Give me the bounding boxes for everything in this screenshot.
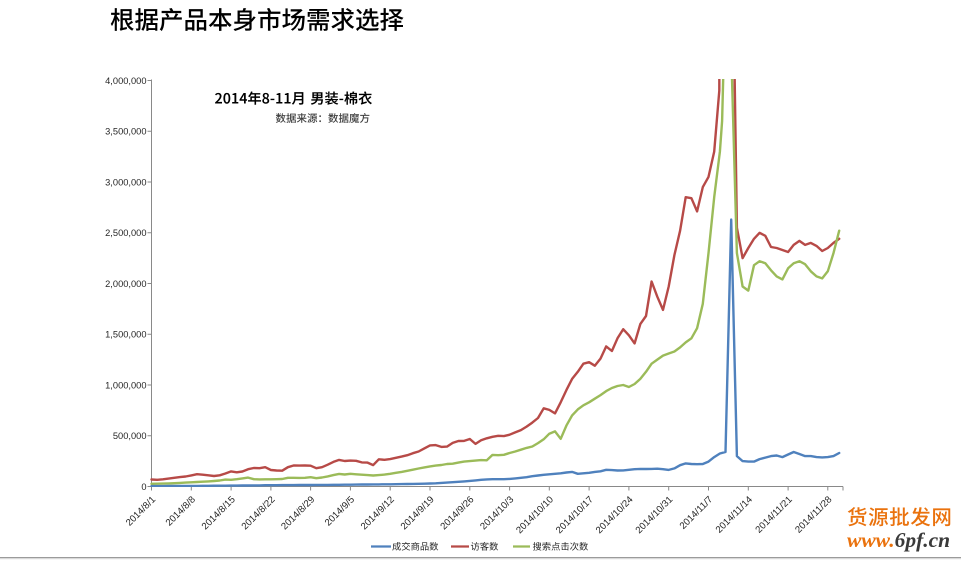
svg-text:3,000,000: 3,000,000 <box>105 177 146 187</box>
svg-text:1,500,000: 1,500,000 <box>105 330 146 340</box>
svg-text:2,000,000: 2,000,000 <box>105 279 146 289</box>
svg-text:3,500,000: 3,500,000 <box>105 127 146 137</box>
svg-text:500,000: 500,000 <box>113 431 147 441</box>
svg-text:1,000,000: 1,000,000 <box>105 380 146 390</box>
svg-text:2,500,000: 2,500,000 <box>105 228 146 238</box>
svg-text:0: 0 <box>141 482 146 492</box>
svg-text:4,000,000: 4,000,000 <box>105 76 146 86</box>
svg-text:www.6pf.cn: www.6pf.cn <box>847 528 950 552</box>
